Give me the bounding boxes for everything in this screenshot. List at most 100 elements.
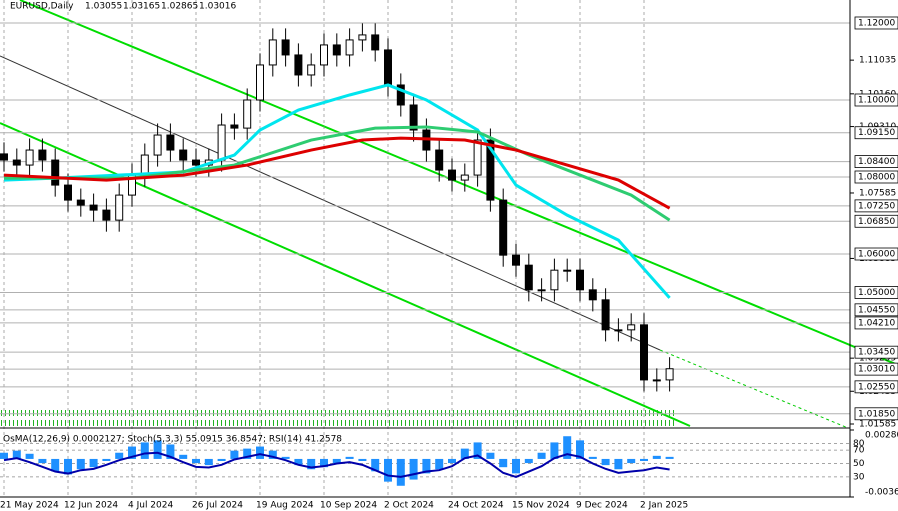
level-label-box — [854, 126, 898, 140]
osma-bar — [614, 458, 623, 470]
candle-body — [217, 124, 226, 161]
level-label-box — [854, 316, 898, 330]
candle-body — [268, 39, 277, 66]
indicator-tick-label: 0.0028034 — [865, 431, 898, 441]
candle-body — [230, 124, 239, 129]
candle-body — [524, 264, 533, 291]
osma-bar — [601, 458, 610, 466]
candle-body — [358, 34, 367, 41]
osma-bar — [204, 458, 213, 466]
candle-body — [640, 324, 648, 381]
header: EURUSD,Daily 1.03055 1.03165 1.02865 1.0… — [10, 2, 236, 12]
level-label-box — [854, 16, 898, 30]
y-tick-label: 1.11035 — [859, 56, 896, 66]
x-tick-label: 26 Jul 2024 — [192, 501, 243, 511]
level-label-box — [854, 362, 898, 376]
candle-body — [0, 153, 8, 161]
candle-body — [652, 379, 661, 382]
osma-bar — [12, 450, 21, 459]
x-tick-label: 21 May 2024 — [0, 501, 59, 511]
candle-body — [537, 289, 546, 292]
osma-bar — [409, 458, 418, 480]
candle-body — [166, 134, 175, 151]
osma-bar — [102, 458, 111, 461]
indicator-tick-label: -0.003688 — [865, 488, 898, 498]
osma-bar — [499, 458, 508, 468]
osma-bar — [256, 446, 264, 459]
indicator-title: OsMA(12,26,9) 0.0002127; Stoch(5,3,3) 55… — [3, 435, 342, 445]
osma-bar — [473, 442, 482, 459]
candle-body — [576, 269, 584, 291]
level-label: 1.08000 — [858, 172, 895, 182]
candle-body — [25, 149, 34, 166]
osma-bar — [460, 448, 469, 459]
osma-bar — [640, 458, 648, 461]
moving-average — [3, 83, 671, 299]
osma-bar — [128, 446, 136, 459]
y-tick-label: 1.01585 — [859, 419, 896, 429]
osma-bar — [512, 458, 520, 474]
indicator-level-label: 70 — [853, 446, 865, 456]
y-tick-label: 1.07585 — [859, 188, 896, 198]
osma-bar — [665, 456, 674, 459]
osma-bar — [524, 458, 533, 464]
candle-body — [601, 299, 610, 331]
level-label: 1.12000 — [858, 18, 895, 28]
x-tick-label: 9 Dec 2024 — [576, 501, 628, 511]
candle-body — [332, 44, 341, 56]
channel-line — [0, 122, 691, 427]
osma-bar — [358, 458, 367, 461]
osma-bar — [537, 452, 546, 459]
candle-body — [64, 184, 72, 201]
level-label: 1.02550 — [858, 382, 895, 392]
moving-average — [3, 136, 671, 210]
y-tick-label: 1.03295 — [859, 354, 896, 364]
candle-body — [179, 149, 188, 161]
candle-body — [550, 269, 559, 291]
level-label: 1.03450 — [858, 348, 895, 358]
osma-bar — [25, 453, 34, 459]
level-label: 1.07250 — [858, 201, 895, 211]
osma-bar — [192, 458, 200, 464]
indicator-level-label: 80 — [853, 439, 865, 449]
moving-average — [4, 125, 671, 222]
candle-body — [460, 174, 469, 181]
level-label: 1.05000 — [858, 288, 895, 298]
osma-bar — [64, 458, 72, 475]
x-tick-label: 10 Sep 2024 — [320, 501, 377, 511]
osma-bar — [345, 456, 354, 459]
osma-bar — [38, 458, 47, 464]
candle-body — [320, 44, 328, 66]
candle-body — [614, 329, 623, 332]
osma-bar — [179, 454, 188, 459]
osma-bar — [435, 458, 444, 470]
osma-bar — [294, 458, 303, 466]
candle-body — [51, 159, 60, 186]
candle-body — [140, 154, 149, 176]
x-tick-label: 24 Oct 2024 — [448, 501, 504, 511]
candle-body — [256, 64, 264, 101]
osma-bar — [140, 442, 149, 459]
x-tick-label: 12 Jun 2024 — [64, 501, 118, 511]
level-label-box — [854, 345, 898, 359]
level-label-box — [854, 303, 898, 317]
candle-body — [115, 194, 124, 221]
x-tick-label: 2 Jan 2025 — [640, 501, 688, 511]
osma-bar — [320, 458, 328, 468]
osma-bar — [230, 450, 239, 459]
level-label-box — [854, 247, 898, 261]
level-label-box — [854, 93, 898, 107]
indicator-level-label: 30 — [853, 472, 865, 482]
level-label: 1.03010 — [858, 365, 895, 375]
candle-body — [371, 34, 380, 51]
osma-bar — [448, 458, 456, 464]
osma-bar — [153, 440, 162, 459]
candle-body — [563, 269, 572, 272]
candle-body — [512, 254, 520, 266]
x-tick-label: 19 Aug 2024 — [256, 501, 314, 511]
volume-bars — [0, 410, 676, 426]
candle-body — [12, 159, 21, 166]
osma-bar — [371, 458, 380, 472]
trend-line-extension — [659, 349, 849, 429]
